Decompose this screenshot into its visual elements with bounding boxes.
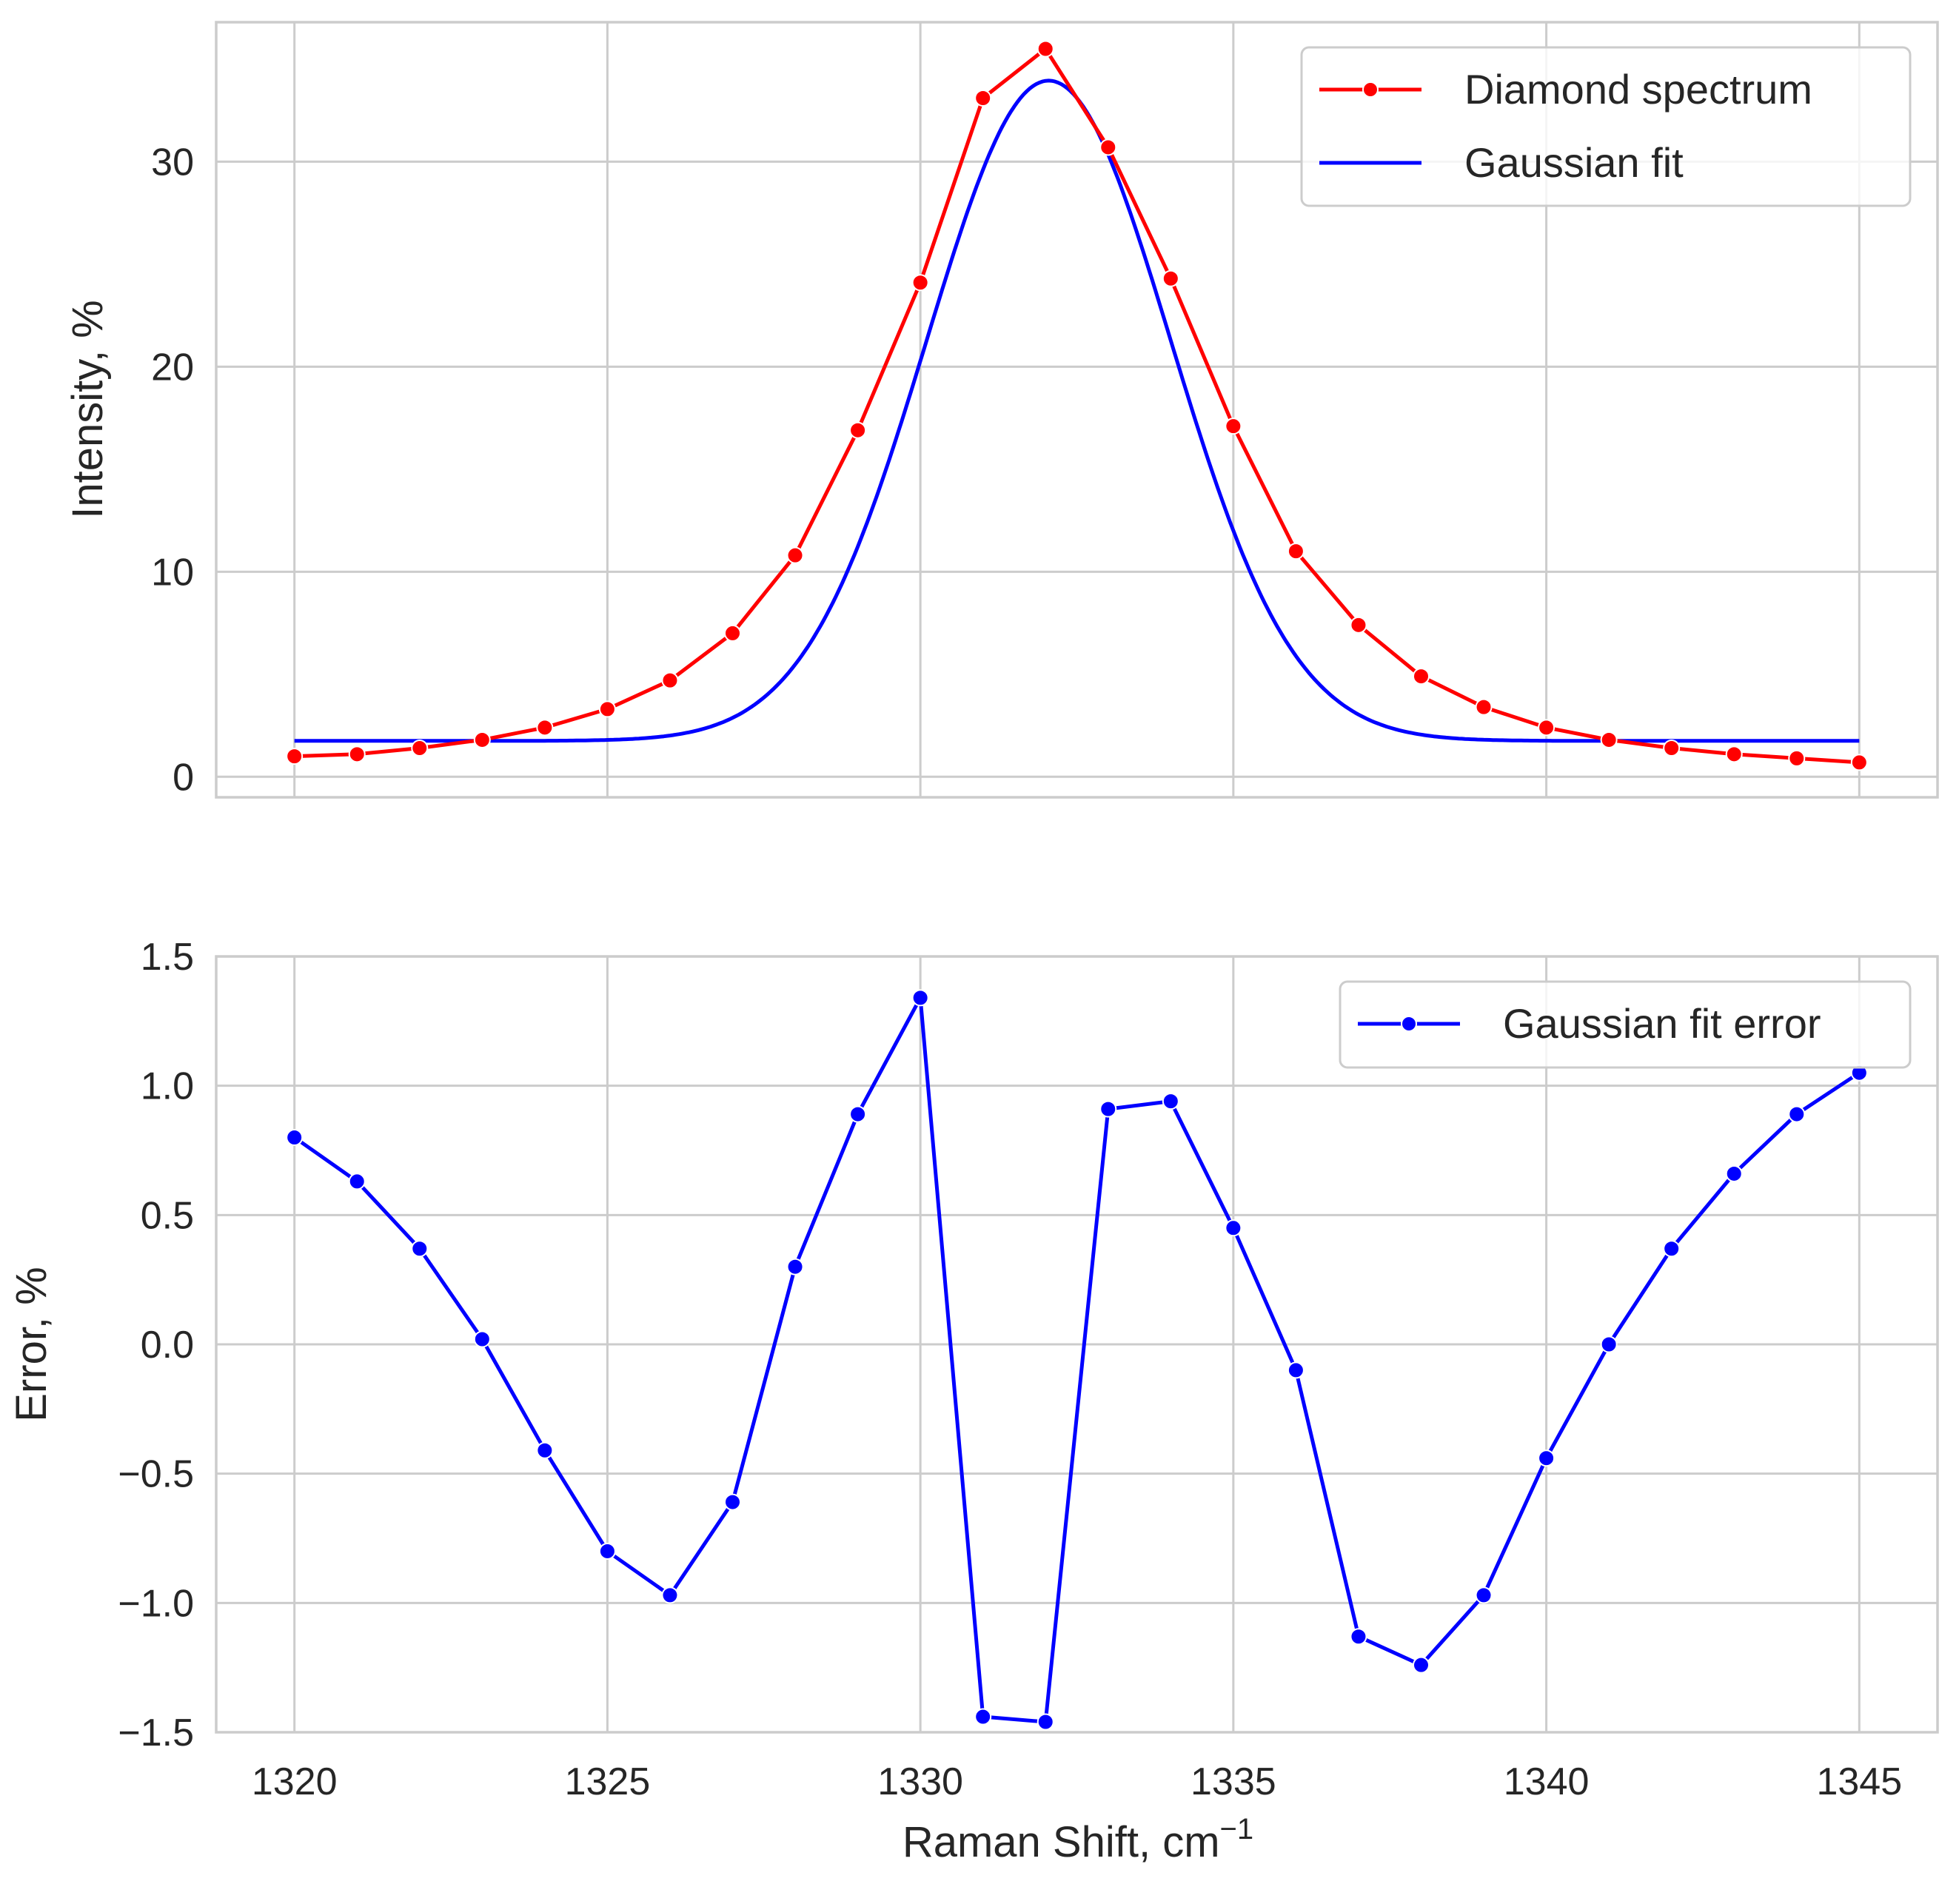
fit-error-point [1600, 1335, 1618, 1353]
fit-error-point [661, 1586, 679, 1604]
diamond-spectrum-point [1350, 616, 1367, 634]
diamond-spectrum-point [974, 89, 992, 107]
diamond-spectrum-point [1099, 138, 1117, 156]
diamond-spectrum-point [1162, 269, 1179, 287]
fit-error-point [348, 1173, 366, 1190]
diamond-spectrum-point [1413, 668, 1430, 685]
diamond-spectrum-point [1538, 719, 1556, 737]
fit-error-line [293, 996, 1861, 1724]
fit-error-point [1225, 1219, 1242, 1237]
x-tick-label: 1330 [877, 1760, 963, 1803]
diamond-spectrum-point [348, 745, 366, 763]
y-tick-label: 20 [151, 346, 194, 389]
y-tick-label: −1.0 [118, 1582, 194, 1625]
top-legend-box [1300, 46, 1912, 207]
diamond-spectrum-point [598, 700, 616, 718]
x-tick-label: 1325 [565, 1760, 651, 1803]
y-tick-label: 1.0 [141, 1065, 194, 1108]
fit-error-point [473, 1330, 491, 1348]
diamond-spectrum-point [1287, 543, 1305, 560]
fit-error-point [1663, 1240, 1681, 1258]
top-plot-frame [215, 21, 1939, 799]
y-tick-label: −0.5 [118, 1453, 194, 1496]
y-tick-label: 30 [151, 141, 194, 184]
x-tick-label: 1340 [1504, 1760, 1590, 1803]
fit-error-point [536, 1441, 554, 1459]
legend-diamond-marker [1362, 81, 1379, 98]
diamond-spectrum-point [1850, 754, 1868, 771]
x-tick-label: 1335 [1191, 1760, 1276, 1803]
diamond-spectrum-point [1725, 745, 1743, 763]
diamond-spectrum-point [1663, 740, 1681, 757]
diamond-spectrum-point [1475, 698, 1493, 716]
diamond-spectrum-point [536, 719, 554, 737]
diamond-spectrum-point [1600, 731, 1618, 748]
top-legend: Diamond spectrum Gaussian fit [1300, 46, 1912, 207]
legend-diamond-label: Diamond spectrum [1464, 66, 1812, 113]
fit-error-point [286, 1129, 304, 1147]
bottom-plot: −1.5 −1.0 −0.5 0.0 0.5 1.0 1.5 1320 1325 1330 133… [7, 936, 1939, 1866]
diamond-spectrum-line [294, 47, 1860, 765]
fit-error-point [724, 1493, 741, 1511]
y-tick-label: 1.5 [141, 936, 194, 979]
diamond-spectrum-point [1788, 749, 1806, 767]
fit-error-point [1099, 1100, 1117, 1118]
fit-error-point [1162, 1093, 1179, 1110]
diamond-spectrum-point [661, 671, 679, 689]
y-tick-label: 0 [173, 756, 194, 799]
fit-error-point [911, 989, 929, 1007]
diamond-spectrum-point [849, 421, 867, 439]
x-tick-label: 1320 [252, 1760, 338, 1803]
fit-error-point [1788, 1105, 1806, 1123]
fit-error-point [1538, 1449, 1556, 1467]
y-tick-label: 0.0 [141, 1324, 194, 1367]
x-tick-label: 1345 [1816, 1760, 1902, 1803]
bottom-x-axis-label: Raman Shift, cm−1 [903, 1813, 1253, 1866]
diamond-spectrum-point [786, 546, 804, 564]
legend-fit-label: Gaussian fit [1464, 139, 1684, 186]
bottom-plot-frame [215, 955, 1939, 1734]
legend-error-marker [1401, 1016, 1417, 1032]
y-tick-label: 10 [151, 551, 194, 594]
bottom-legend: Gaussian fit error [1339, 980, 1912, 1069]
fit-error-point [1725, 1164, 1743, 1182]
fit-error-point [1037, 1713, 1054, 1731]
y-tick-label: −1.5 [118, 1712, 194, 1754]
fit-error-point [849, 1105, 867, 1123]
bottom-legend-box [1339, 980, 1912, 1069]
fit-error-point [1287, 1361, 1305, 1379]
diamond-spectrum-point [1037, 40, 1054, 58]
fit-error-point [974, 1708, 992, 1726]
legend-error-label: Gaussian fit error [1503, 1000, 1821, 1047]
diamond-spectrum-point [724, 624, 741, 642]
fit-error-point [786, 1258, 804, 1276]
fit-error-point [598, 1542, 616, 1560]
y-tick-label: 0.5 [141, 1194, 194, 1237]
diamond-spectrum-point [411, 740, 429, 757]
top-y-axis-label: Intensity, % [64, 300, 112, 519]
diamond-spectrum-point [286, 748, 304, 765]
top-plot: 0 10 20 30 Intensity, % Diamond spectrum Ga… [64, 21, 1939, 799]
bottom-y-axis-label: Error, % [7, 1267, 56, 1422]
diamond-spectrum-point [473, 731, 491, 748]
fit-error-point [1350, 1628, 1367, 1646]
fit-error-point [411, 1240, 429, 1258]
fit-error-point [1413, 1656, 1430, 1674]
diamond-spectrum-point [1225, 418, 1242, 435]
fit-error-point [1475, 1586, 1493, 1604]
diamond-spectrum-point [911, 274, 929, 292]
